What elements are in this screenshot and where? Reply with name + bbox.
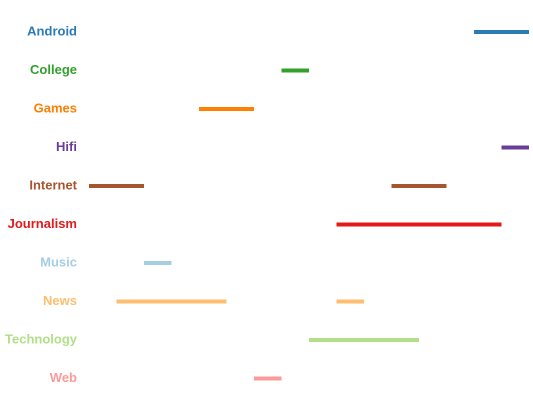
category-label: Hifi (56, 139, 77, 154)
category-label: Technology (5, 331, 78, 346)
category-label: College (30, 62, 77, 77)
category-label: Internet (29, 177, 77, 192)
category-label: News (43, 293, 77, 308)
category-label: Android (27, 23, 77, 38)
category-label: Web (50, 370, 77, 385)
category-label: Music (40, 254, 77, 269)
category-label: Games (34, 100, 77, 115)
category-label: Journalism (8, 216, 77, 231)
